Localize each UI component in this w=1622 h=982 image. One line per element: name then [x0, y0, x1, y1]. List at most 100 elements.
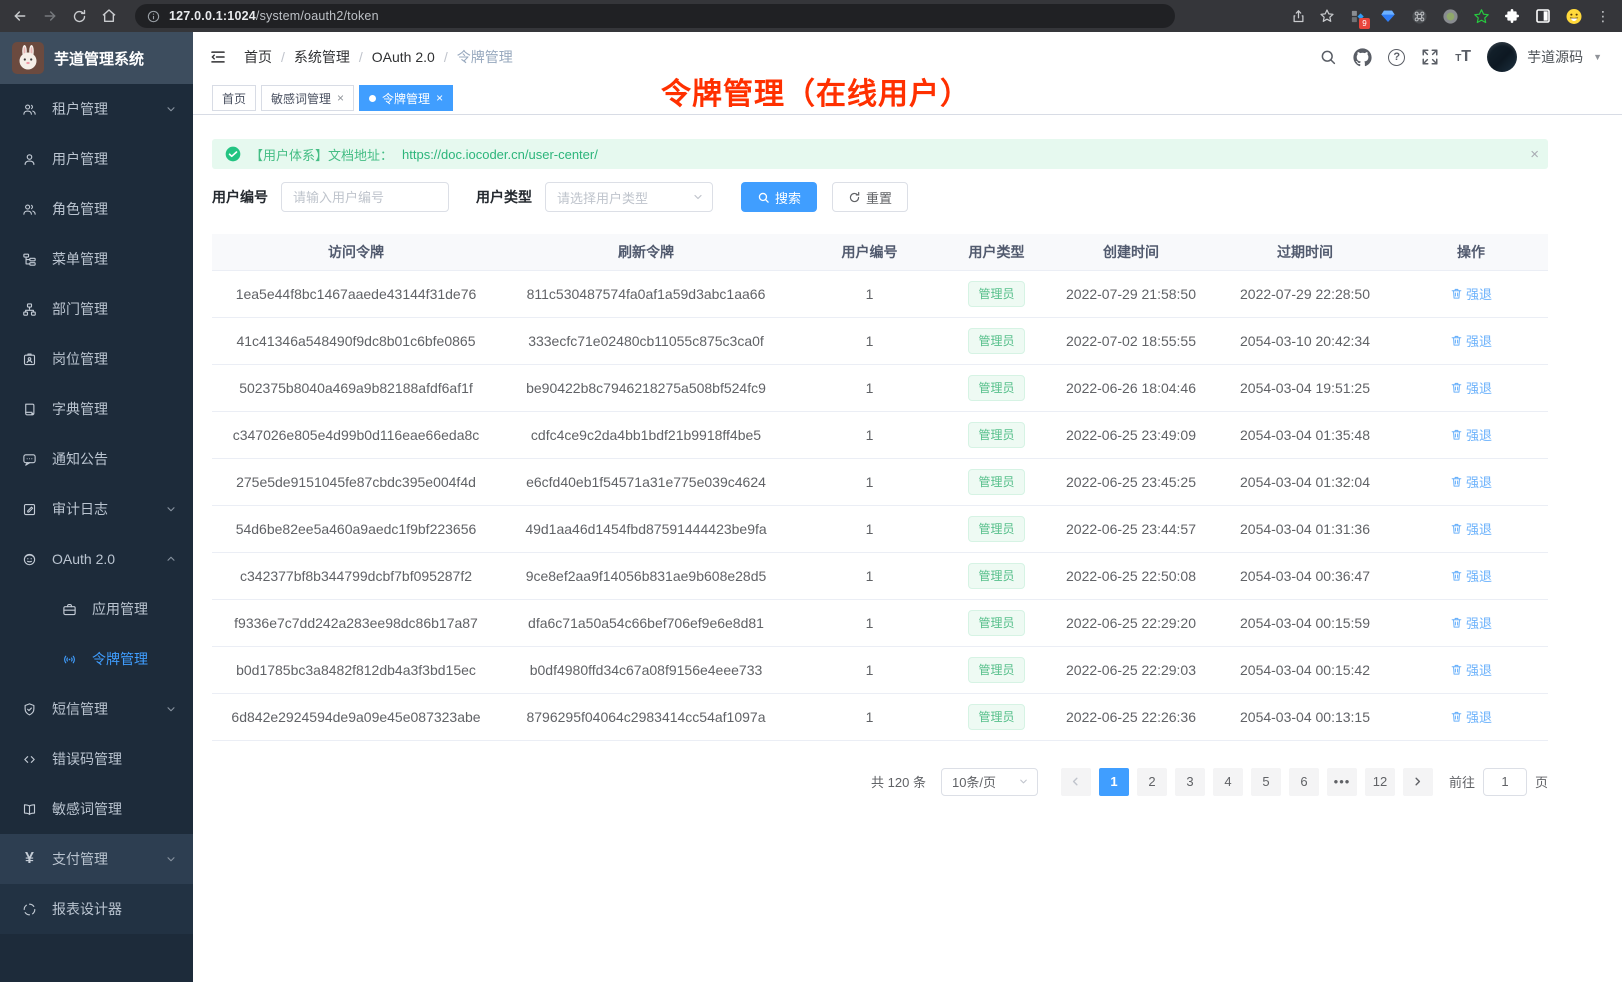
- page-button-3[interactable]: 3: [1174, 767, 1205, 796]
- force-logout-button[interactable]: 强退: [1450, 519, 1492, 538]
- search-button[interactable]: 搜索: [741, 182, 818, 212]
- browser-menu-icon[interactable]: ⋮: [1596, 8, 1610, 24]
- breadcrumb-item[interactable]: OAuth 2.0: [371, 49, 435, 65]
- sidebar-item-tenant[interactable]: 租户管理: [0, 84, 193, 134]
- force-logout-button[interactable]: 强退: [1450, 472, 1492, 491]
- help-icon[interactable]: ?: [1388, 48, 1406, 66]
- prev-page-button[interactable]: [1060, 767, 1091, 796]
- sidebar-item-log[interactable]: 审计日志: [0, 484, 193, 534]
- notice-icon: [21, 452, 38, 467]
- table-row: 502375b8040a469a9b82188afdf6af1f be90422b…: [212, 364, 1548, 412]
- sidebar-item-notice[interactable]: 通知公告: [0, 434, 193, 484]
- share-icon[interactable]: [1291, 9, 1306, 24]
- extension-puzzle-icon[interactable]: [1503, 7, 1521, 25]
- force-logout-button[interactable]: 强退: [1450, 284, 1492, 303]
- sidebar-item-menu[interactable]: 菜单管理: [0, 234, 193, 284]
- refresh-token-cell: 8796295f04064c2983414cc54af1097a: [500, 693, 792, 741]
- expire-time-cell: 2054-03-04 00:15:59: [1216, 599, 1394, 647]
- user-type-tag: 管理员: [968, 327, 1025, 354]
- force-logout-button[interactable]: 强退: [1450, 660, 1492, 679]
- browser-home-icon[interactable]: [101, 8, 117, 24]
- extension-star-icon[interactable]: [1472, 7, 1490, 25]
- active-tab-dot: [369, 94, 377, 102]
- force-logout-button[interactable]: 强退: [1450, 566, 1492, 585]
- browser-forward-icon[interactable]: [42, 8, 58, 24]
- app-logo[interactable]: 芋道管理系统: [0, 32, 193, 84]
- tab-close-icon[interactable]: ×: [436, 91, 444, 105]
- user-id-input[interactable]: [281, 182, 449, 212]
- goto-page-input[interactable]: [1482, 767, 1527, 796]
- refresh-token-cell: 333ecfc71e02480cb11055c875c3ca0f: [500, 317, 792, 365]
- force-logout-button[interactable]: 强退: [1450, 378, 1492, 397]
- browser-back-icon[interactable]: [12, 8, 28, 24]
- browser-reload-icon[interactable]: [72, 9, 87, 24]
- sidebar-item-user[interactable]: 用户管理: [0, 134, 193, 184]
- sidebar-item-label: 用户管理: [52, 151, 108, 167]
- report-icon: [21, 902, 38, 917]
- tab-close-icon[interactable]: ×: [337, 91, 345, 105]
- tab-令牌管理[interactable]: 令牌管理 ×: [359, 85, 454, 111]
- menu-icon: [21, 252, 38, 267]
- github-icon[interactable]: [1353, 47, 1372, 67]
- username[interactable]: 芋道源码: [1527, 49, 1584, 65]
- user-type-tag: 管理员: [968, 374, 1025, 401]
- sidebar-item-sms[interactable]: 短信管理: [0, 684, 193, 734]
- extension-panel-icon[interactable]: [1534, 7, 1552, 25]
- sidebar-item-pay[interactable]: ¥ 支付管理: [0, 834, 193, 884]
- page-button-1[interactable]: 1: [1098, 767, 1129, 796]
- user-type-select[interactable]: 请选择用户类型: [545, 182, 713, 212]
- sidebar-item-report[interactable]: 报表设计器: [0, 884, 193, 934]
- extension-gem-icon[interactable]: [1379, 7, 1397, 25]
- sidebar-item-post[interactable]: 岗位管理: [0, 334, 193, 384]
- created-time-cell: 2022-07-02 18:55:55: [1046, 317, 1216, 365]
- user-avatar[interactable]: [1487, 42, 1518, 72]
- table-row: c342377bf8b344799dcbf7bf095287f2 9ce8ef2a…: [212, 552, 1548, 600]
- page-button-2[interactable]: 2: [1136, 767, 1167, 796]
- breadcrumb-item[interactable]: 首页: [244, 49, 272, 65]
- page-button-12[interactable]: 12: [1364, 767, 1395, 796]
- reset-button[interactable]: 重置: [832, 182, 909, 212]
- address-bar[interactable]: 127.0.0.1:1024/system/oauth2/token: [135, 4, 1175, 28]
- sidebar-item-dict[interactable]: 字典管理: [0, 384, 193, 434]
- tab-首页[interactable]: 首页: [212, 85, 257, 111]
- next-page-button[interactable]: [1402, 767, 1433, 796]
- sidebar-item-app[interactable]: 应用管理: [0, 584, 193, 634]
- page-button-4[interactable]: 4: [1212, 767, 1243, 796]
- caret-down-icon[interactable]: ▼: [1593, 52, 1602, 62]
- sidebar-item-oauth[interactable]: OAuth 2.0: [0, 534, 193, 584]
- alert-doc-link[interactable]: https://doc.iocoder.cn/user-center/: [402, 146, 598, 162]
- sidebar-item-code[interactable]: 错误码管理: [0, 734, 193, 784]
- force-logout-button[interactable]: 强退: [1450, 707, 1492, 726]
- breadcrumb-item[interactable]: 系统管理: [293, 49, 350, 65]
- select-chevron-icon: [1018, 776, 1029, 787]
- bookmark-star-icon[interactable]: [1319, 8, 1335, 24]
- page-button-5[interactable]: 5: [1250, 767, 1281, 796]
- alert-close-icon[interactable]: ×: [1530, 145, 1539, 163]
- sidebar-item-token[interactable]: 令牌管理: [0, 634, 193, 684]
- sidebar-item-role[interactable]: 角色管理: [0, 184, 193, 234]
- profile-avatar-emoji[interactable]: [1565, 7, 1583, 25]
- site-info-icon[interactable]: [147, 10, 160, 23]
- search-icon[interactable]: [1319, 48, 1337, 66]
- sidebar-item-word[interactable]: 敏感词管理: [0, 784, 193, 834]
- table-body: 1ea5e44f8bc1467aaede43144f31de76 811c5304…: [212, 270, 1548, 741]
- page-button-6[interactable]: 6: [1288, 767, 1319, 796]
- force-logout-button[interactable]: 强退: [1450, 331, 1492, 350]
- force-logout-button[interactable]: 强退: [1450, 613, 1492, 632]
- extension-blocks-icon[interactable]: 9: [1348, 7, 1370, 29]
- collapse-sidebar-icon[interactable]: [209, 48, 227, 66]
- sidebar-item-dept[interactable]: 部门管理: [0, 284, 193, 334]
- fullscreen-icon[interactable]: [1421, 48, 1439, 66]
- pager-ellipsis-button[interactable]: •••: [1326, 767, 1357, 796]
- action-cell: 强退: [1394, 505, 1548, 553]
- extension-record-icon[interactable]: [1441, 7, 1459, 25]
- page-size-select[interactable]: 10条/页: [940, 767, 1038, 796]
- tab-敏感词管理[interactable]: 敏感词管理 ×: [261, 85, 355, 111]
- user-type-cell: 管理员: [947, 270, 1046, 318]
- column-header: 用户编号: [792, 234, 947, 271]
- force-logout-button[interactable]: 强退: [1450, 425, 1492, 444]
- action-cell: 强退: [1394, 693, 1548, 741]
- extension-command-icon[interactable]: [1410, 7, 1428, 25]
- tenant-icon: [21, 102, 38, 117]
